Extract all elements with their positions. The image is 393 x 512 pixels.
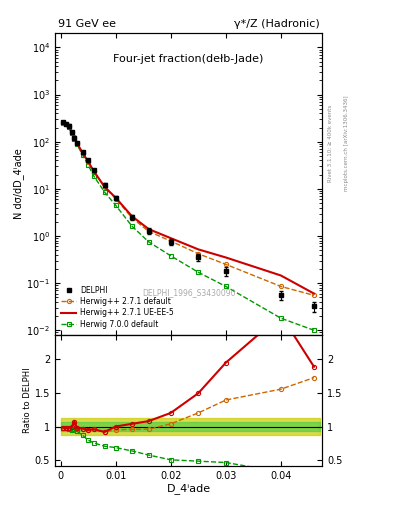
Text: 91 GeV ee: 91 GeV ee (58, 19, 116, 29)
Legend: DELPHI, Herwig++ 2.7.1 default, Herwig++ 2.7.1 UE-EE-5, Herwig 7.0.0 default: DELPHI, Herwig++ 2.7.1 default, Herwig++… (59, 284, 176, 331)
Y-axis label: Ratio to DELPHI: Ratio to DELPHI (23, 368, 32, 433)
Text: DELPHI_1996_S3430090: DELPHI_1996_S3430090 (142, 288, 235, 297)
Text: γ*/Z (Hadronic): γ*/Z (Hadronic) (234, 19, 320, 29)
Text: mcplots.cern.ch [arXiv:1306.3436]: mcplots.cern.ch [arXiv:1306.3436] (344, 96, 349, 191)
Text: Four-jet fraction(dełb-Jade): Four-jet fraction(dełb-Jade) (114, 54, 264, 65)
X-axis label: D_4ⁱade: D_4ⁱade (167, 483, 211, 495)
Text: Rivet 3.1.10; ≥ 400k events: Rivet 3.1.10; ≥ 400k events (328, 105, 333, 182)
Y-axis label: N dσ/dD_4ⁱade: N dσ/dD_4ⁱade (13, 148, 24, 220)
